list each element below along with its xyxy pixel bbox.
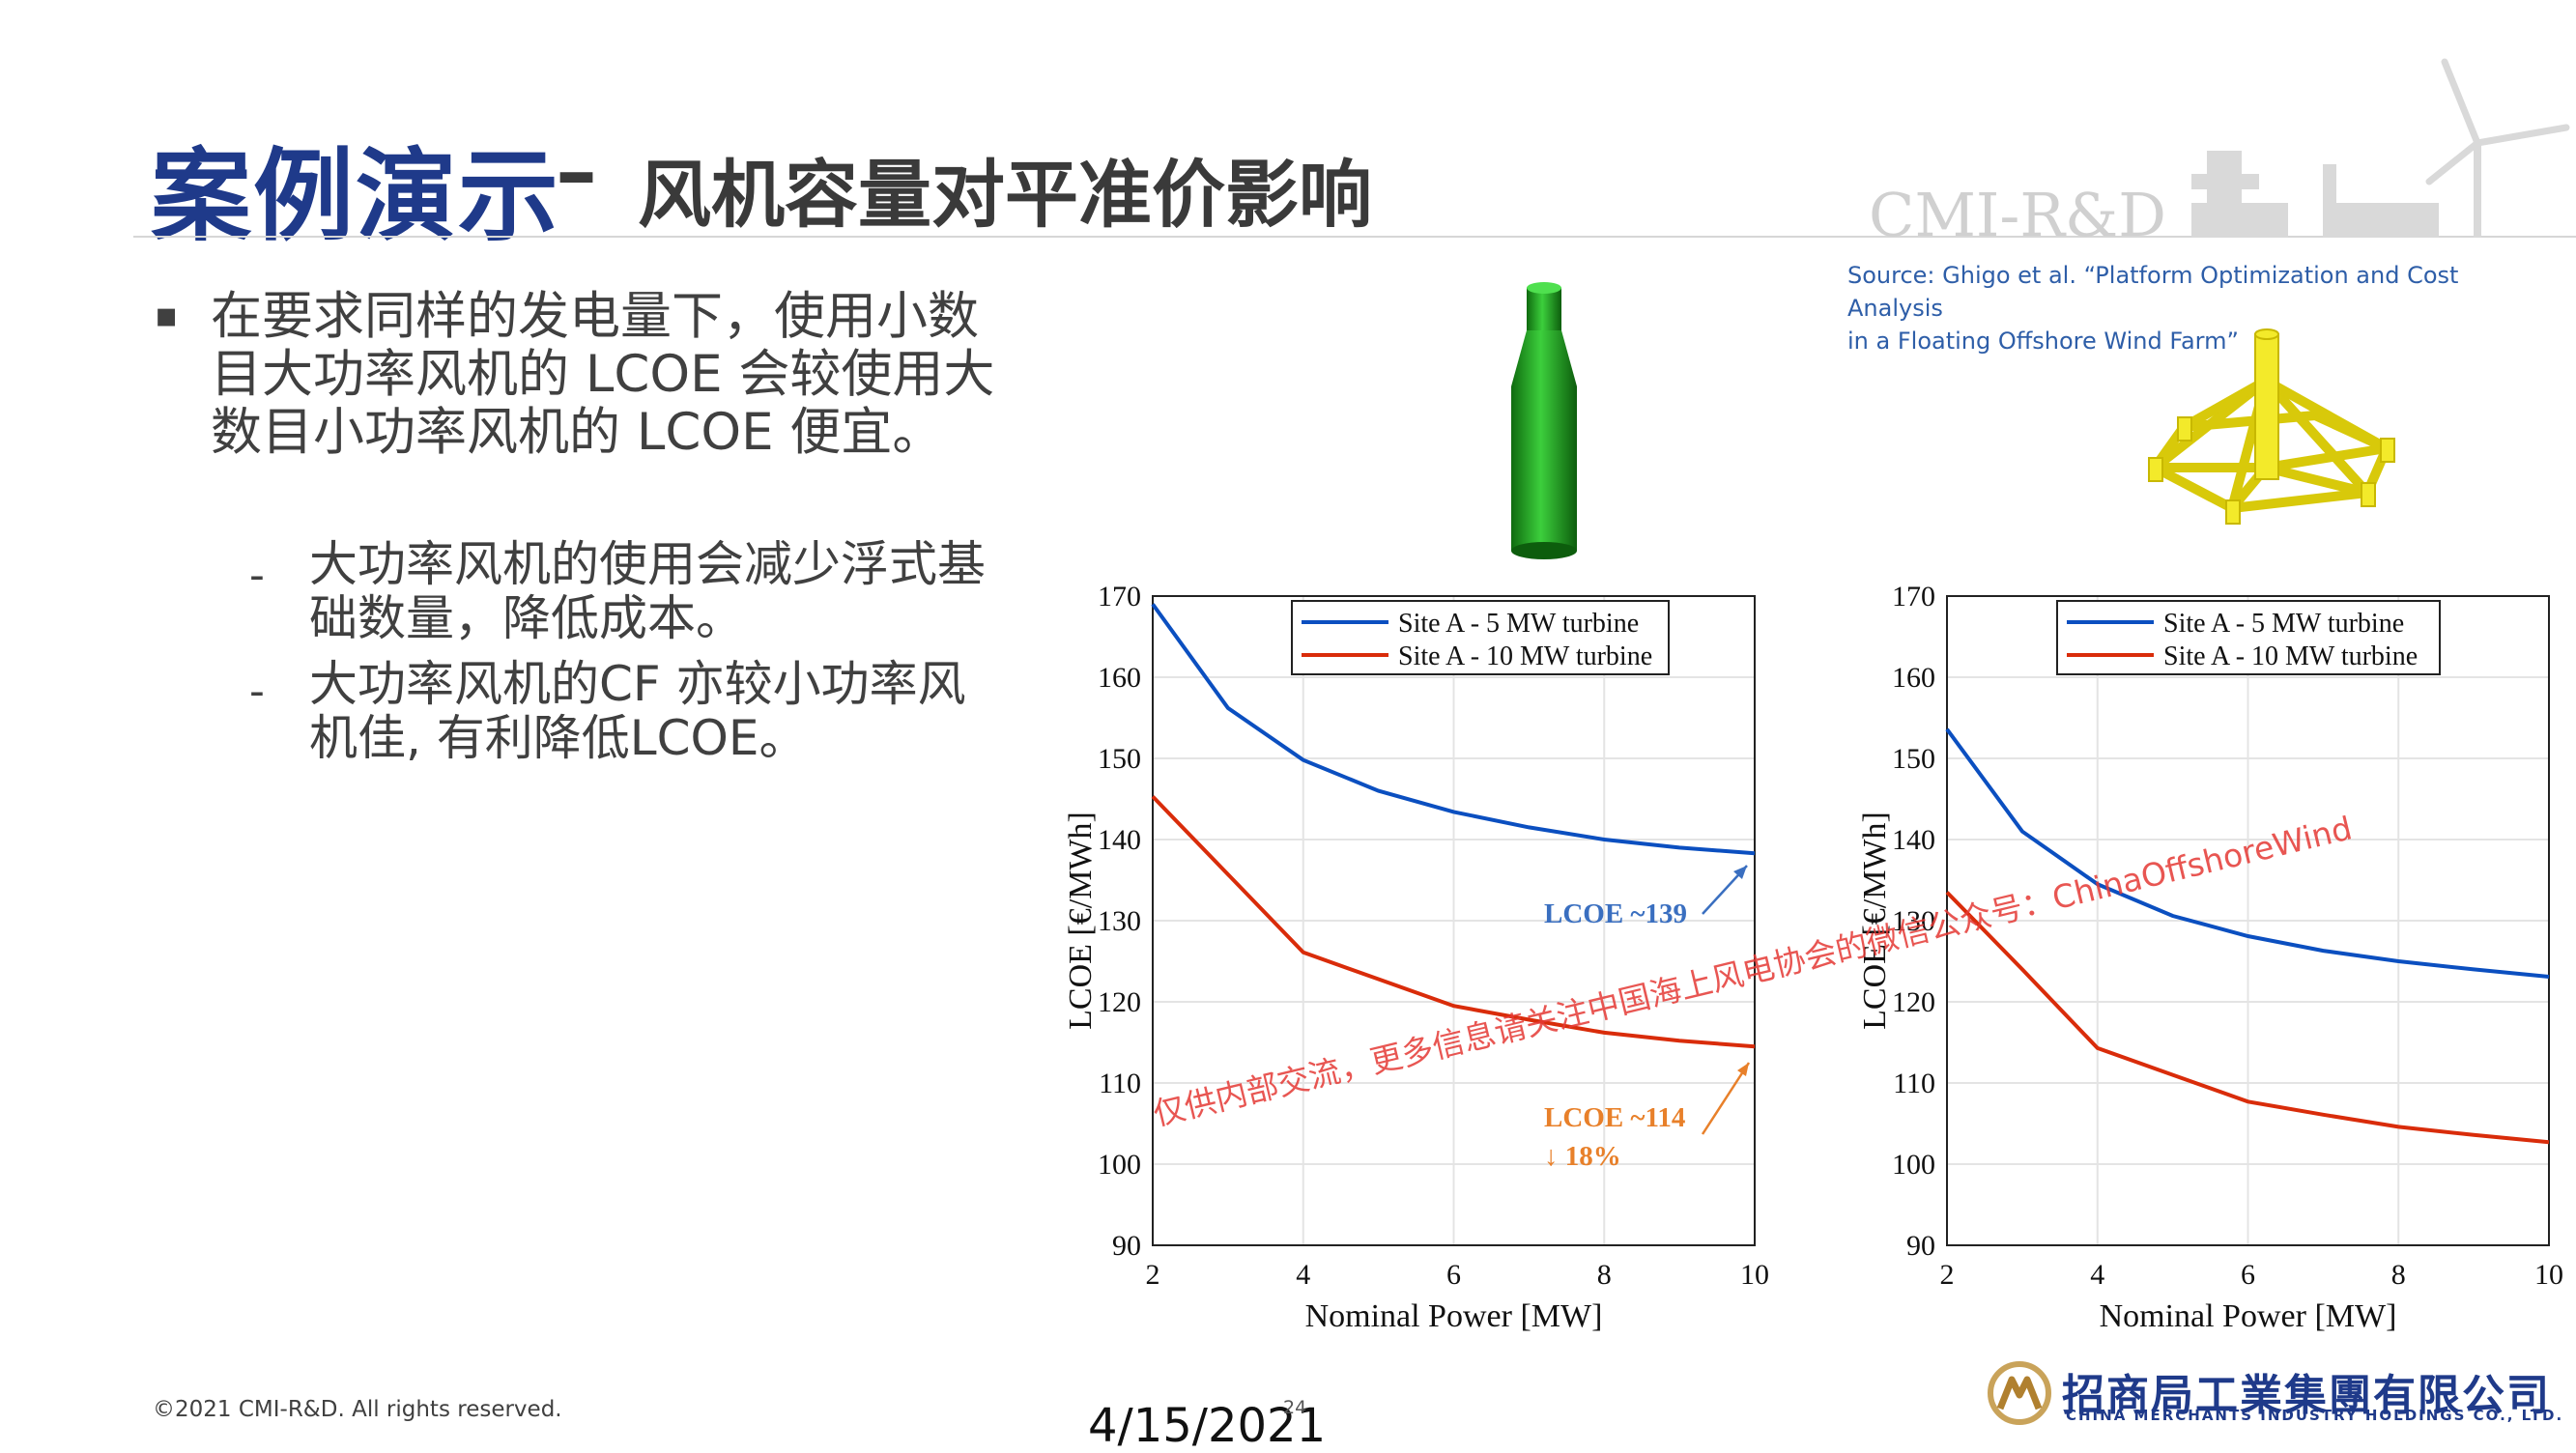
lcoe-chart-right: 2 4 6 8 10 90 100 110 120 130 140 150 160 170 Nominal … — [1857, 581, 2563, 1334]
x-tick-label: 8 — [2391, 1259, 2406, 1291]
x-tick-label: 6 — [2241, 1259, 2255, 1291]
series-line-10mw — [1945, 891, 2550, 1145]
sub-bullet-1: 大功率风机的使用会减少浮式基础数量，降低成本。 — [309, 536, 986, 646]
page-number: 24 — [1283, 1397, 1307, 1418]
company-name-en: CHINA MERCHANTS INDUSTRY HOLDINGS CO., L… — [2066, 1407, 2564, 1424]
y-tick-label: 130 — [1892, 905, 1935, 937]
y-tick-label: 90 — [1112, 1230, 1141, 1262]
y-tick-label: 170 — [1098, 581, 1141, 613]
y-tick-label: 150 — [1098, 743, 1141, 775]
source-line-1: Source: Ghigo et al. “Platform Optimizat… — [1847, 262, 2459, 322]
annotation-arrowhead-10mw — [1737, 1063, 1749, 1076]
y-tick-label: 100 — [1098, 1149, 1141, 1181]
x-tick-label: 6 — [1446, 1259, 1461, 1291]
y-tick-label: 140 — [1098, 824, 1141, 856]
x-tick-label: 4 — [2090, 1259, 2104, 1291]
annotation-lcoe-10mw: LCOE ~114 — [1544, 1102, 1685, 1133]
y-tick-label: 90 — [1906, 1230, 1935, 1262]
plot-frame — [1152, 595, 1756, 1246]
y-tick-label: 150 — [1892, 743, 1935, 775]
source-citation: Source: Ghigo et al. “Platform Optimizat… — [1847, 259, 2543, 357]
watermark-logo-text: CMI-R&D — [1869, 180, 2166, 250]
legend-label: Site A - 10 MW turbine — [1398, 641, 1652, 671]
y-tick-label: 120 — [1892, 986, 1935, 1018]
y-tick-label: 110 — [1099, 1068, 1141, 1099]
legend-label: Site A - 5 MW turbine — [1398, 609, 1639, 639]
x-tick-label: 10 — [2534, 1259, 2563, 1291]
y-tick-label: 110 — [1893, 1068, 1935, 1099]
title-separator: – — [556, 124, 597, 220]
y-tick-label: 130 — [1098, 905, 1141, 937]
page-title: 案例演示 — [151, 137, 561, 255]
y-tick-label: 120 — [1098, 986, 1141, 1018]
y-axis-label: LCOE [€/MWh] — [1857, 812, 1893, 1030]
legend-label: Site A - 10 MW turbine — [2163, 641, 2418, 671]
sub-bullet-2: 大功率风机的CF 亦较小功率风机佳, 有利降低LCOE。 — [309, 656, 966, 766]
page-subtitle: 风机容量对平准价影响 — [638, 152, 1372, 238]
source-line-2: in a Floating Offshore Wind Farm” — [1847, 328, 2239, 355]
spar-floater-icon — [1511, 282, 1577, 559]
bullet-main: 在要求同样的发电量下，使用小数目大功率风机的 LCOE 会较使用大数目小功率风机… — [211, 287, 995, 462]
series-line-5mw — [1151, 603, 1756, 856]
annotation-reduction: ↓ 18% — [1544, 1141, 1621, 1172]
bullet-marker: ▪ — [155, 296, 179, 335]
lcoe-chart-left: 2 4 6 8 10 90 100 110 120 130 140 150 160 170 Nominal … — [1063, 581, 1769, 1334]
sub-bullet-marker: - — [249, 667, 265, 716]
x-tick-label: 2 — [1146, 1259, 1160, 1291]
y-tick-label: 100 — [1892, 1149, 1935, 1181]
slide-date: 4/15/2021 — [1088, 1399, 1327, 1453]
wind-turbine-logo-icon — [2191, 58, 2570, 238]
annotation-lcoe-5mw: LCOE ~139 — [1544, 898, 1687, 929]
annotation-arrow-10mw — [1701, 1062, 1751, 1135]
x-tick-label: 8 — [1597, 1259, 1612, 1291]
annotation-arrowhead-5mw — [1733, 866, 1747, 879]
semisub-floater-icon — [2148, 328, 2395, 525]
y-tick-label: 170 — [1892, 581, 1935, 613]
copyright-text: ©2021 CMI-R&D. All rights reserved. — [153, 1397, 562, 1422]
cmi-logo-icon — [1988, 1361, 2051, 1425]
plot-frame — [1946, 595, 2550, 1246]
title-divider — [133, 236, 2576, 238]
company-name-cn: 招商局工業集團有限公司 — [2062, 1371, 2551, 1420]
sub-bullet-marker: - — [249, 551, 265, 600]
series-line-5mw — [1945, 727, 2550, 979]
legend-box — [1291, 600, 1670, 675]
x-axis-label: Nominal Power [MW] — [2100, 1298, 2397, 1334]
series-line-10mw — [1151, 795, 1756, 1049]
x-tick-label: 2 — [1940, 1259, 1955, 1291]
x-tick-label: 10 — [1740, 1259, 1769, 1291]
y-tick-label: 160 — [1098, 662, 1141, 694]
x-tick-label: 4 — [1296, 1259, 1310, 1291]
y-tick-label: 160 — [1892, 662, 1935, 694]
y-tick-label: 140 — [1892, 824, 1935, 856]
legend-box — [2056, 600, 2441, 675]
legend-label: Site A - 5 MW turbine — [2163, 609, 2404, 639]
x-axis-label: Nominal Power [MW] — [1305, 1298, 1603, 1334]
y-axis-label: LCOE [€/MWh] — [1063, 812, 1099, 1030]
